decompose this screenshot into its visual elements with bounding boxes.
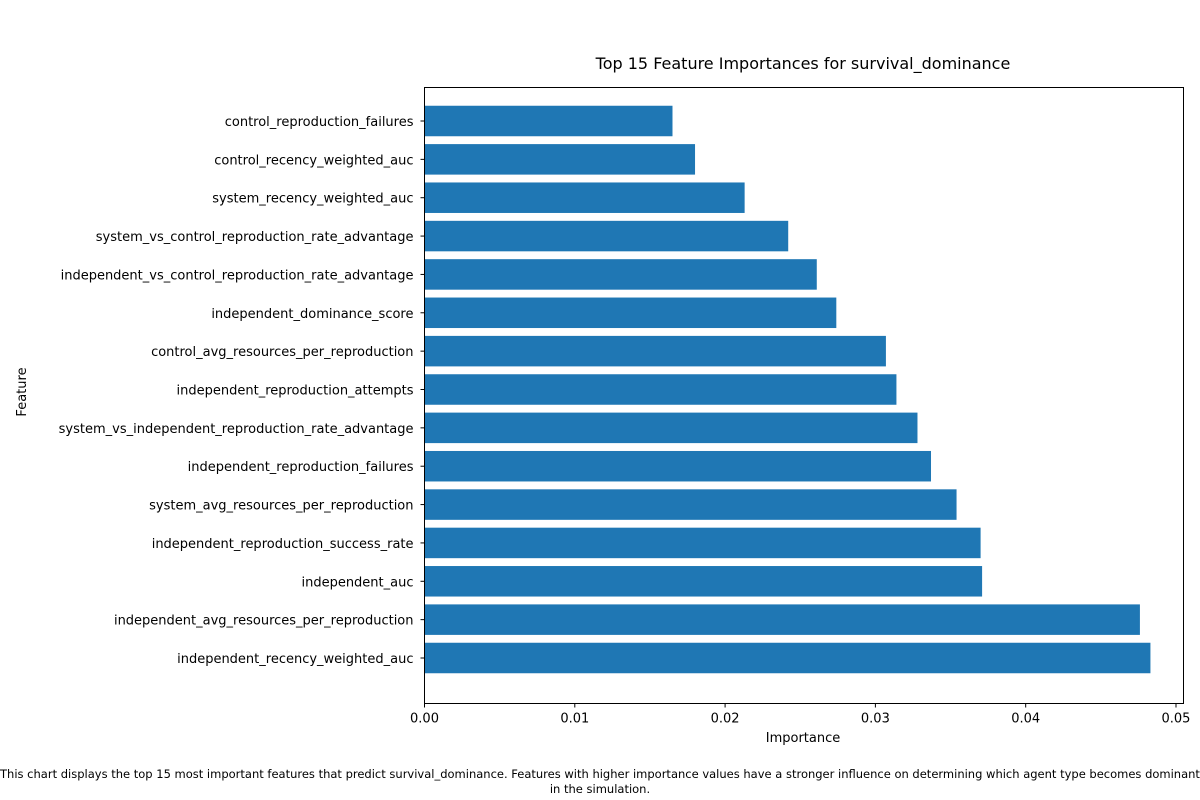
bar-independent-dominance-score	[424, 297, 837, 329]
y-tick-label: independent_reproduction_success_rate	[152, 537, 414, 552]
bars-group	[424, 105, 1151, 674]
y-tick-label: system_avg_resources_per_reproduction	[149, 499, 413, 514]
y-tick-label: control_avg_resources_per_reproduction	[151, 345, 413, 360]
x-tick-label: 0.05	[1162, 712, 1191, 727]
y-tick-label: independent_vs_control_reproduction_rate…	[61, 268, 414, 283]
y-tick-label: independent_avg_resources_per_reproducti…	[114, 614, 414, 629]
bar-independent-auc	[424, 566, 983, 597]
y-tick-label: independent_reproduction_attempts	[177, 384, 414, 399]
y-tick-label: independent_dominance_score	[211, 307, 413, 322]
bar-control-reproduction-failures	[424, 105, 673, 137]
bar-system-recency-weighted-auc	[424, 182, 745, 213]
y-tick-label: independent_reproduction_failures	[188, 460, 414, 475]
bar-independent-reproduction-success-rate	[424, 527, 981, 559]
bar-independent-recency-weighted-auc	[424, 642, 1151, 674]
bar-independent-vs-control-reproduction-rate-advantage	[424, 259, 817, 290]
plot-frame	[424, 87, 1184, 704]
x-tick-label: 0.02	[711, 712, 740, 727]
y-tick-label: system_recency_weighted_auc	[212, 192, 413, 207]
bar-system-vs-independent-reproduction-rate-advantage	[424, 412, 918, 444]
bar-system-vs-control-reproduction-rate-advantage	[424, 220, 789, 252]
bar-control-recency-weighted-auc	[424, 144, 696, 175]
x-tick-label: 0.04	[1011, 712, 1040, 727]
y-axis-label: Feature	[15, 367, 30, 416]
x-axis-label: Importance	[766, 731, 841, 746]
chart-caption: This chart displays the top 15 most impo…	[0, 767, 1200, 796]
x-tick-label: 0.01	[560, 712, 589, 727]
y-tick-label: control_recency_weighted_auc	[214, 153, 413, 168]
bar-independent-avg-resources-per-reproduction	[424, 604, 1140, 635]
y-tick-label: control_reproduction_failures	[225, 115, 414, 130]
y-tick-label: system_vs_independent_reproduction_rate_…	[59, 422, 414, 437]
x-ticks: 0.00 0.01 0.02 0.03 0.04 0.05	[410, 703, 1191, 727]
y-tick-labels: independent_recency_weighted_auc independ…	[59, 115, 425, 667]
y-tick-label: independent_recency_weighted_auc	[177, 652, 413, 667]
x-tick-label: 0.03	[861, 712, 890, 727]
bar-control-avg-resources-per-reproduction	[424, 335, 886, 367]
chart-title: Top 15 Feature Importances for survival_…	[595, 54, 1011, 74]
y-tick-label: system_vs_control_reproduction_rate_adva…	[96, 230, 414, 245]
bar-independent-reproduction-attempts	[424, 374, 897, 405]
bar-system-avg-resources-per-reproduction	[424, 489, 957, 520]
x-tick-label: 0.00	[410, 712, 439, 727]
bar-independent-reproduction-failures	[424, 450, 932, 482]
y-tick-label: independent_auc	[301, 575, 413, 590]
